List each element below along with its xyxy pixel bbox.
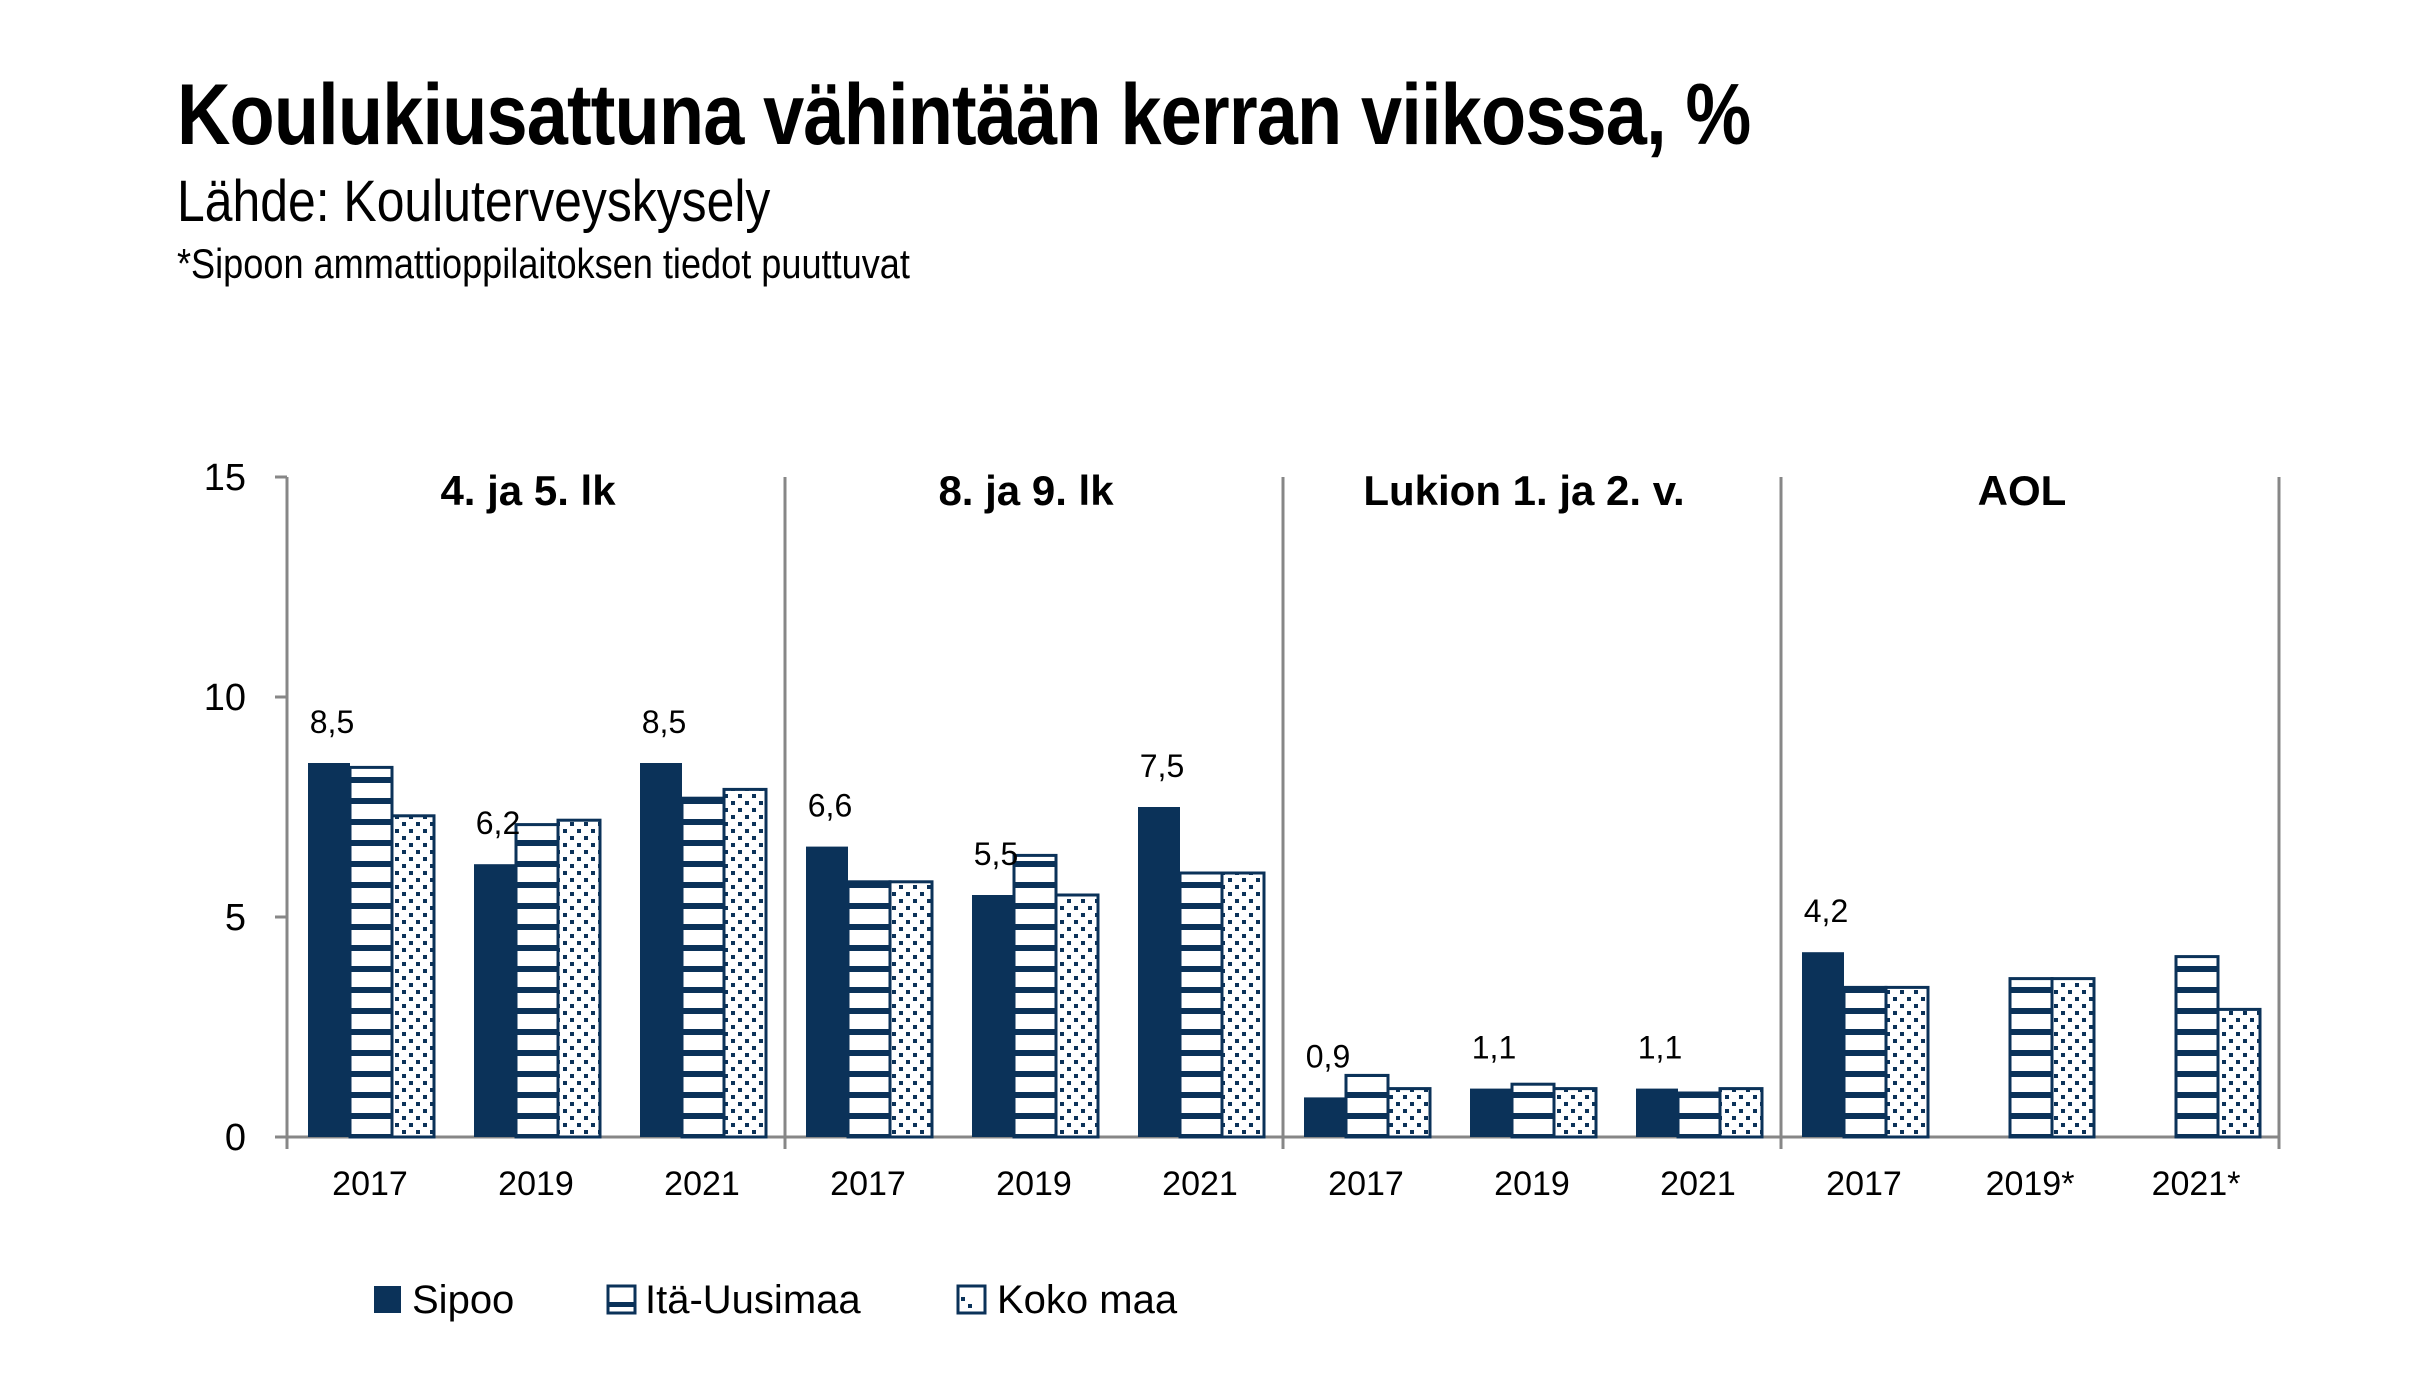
data-label: 8,5 <box>642 704 686 740</box>
bar-sipoo <box>1304 1097 1346 1137</box>
x-tick-label: 2017 <box>1826 1165 1902 1203</box>
bar-koko-maa <box>390 814 436 1139</box>
group-label: 8. ja 9. lk <box>938 467 1114 514</box>
bar-it-uusimaa <box>1510 1082 1556 1139</box>
y-tick-label: 10 <box>204 677 246 719</box>
group-label: Lukion 1. ja 2. v. <box>1363 467 1684 514</box>
bar-koko-maa <box>1220 871 1266 1139</box>
bar-koko-maa <box>1884 985 1930 1139</box>
x-tick-label: 2019 <box>498 1165 574 1203</box>
y-tick-label: 15 <box>204 457 246 499</box>
bar-sipoo <box>1138 807 1180 1137</box>
bar-sipoo <box>1636 1088 1678 1137</box>
x-tick-label: 2021* <box>2152 1165 2241 1203</box>
bar-sipoo <box>1470 1088 1512 1137</box>
x-tick-label: 2021 <box>1162 1165 1238 1203</box>
y-tick-label: 0 <box>225 1117 246 1159</box>
bar-sipoo <box>308 763 350 1137</box>
bars <box>308 763 2262 1139</box>
bar-koko-maa <box>556 818 602 1139</box>
data-label: 6,2 <box>476 805 520 841</box>
data-label: 4,2 <box>1804 893 1848 929</box>
legend-label-koko-maa: Koko maa <box>997 1278 1178 1322</box>
bar-it-uusimaa <box>1842 985 1888 1139</box>
x-tick-label: 2017 <box>830 1165 906 1203</box>
legend-swatch-sipoo <box>374 1286 401 1313</box>
bar-sipoo <box>1802 952 1844 1137</box>
chart-subtitle: Lähde: Kouluterveyskysely <box>177 169 771 234</box>
x-tick-label: 2017 <box>1328 1165 1404 1203</box>
legend-label-sipoo: Sipoo <box>412 1278 514 1322</box>
bar-koko-maa <box>1552 1087 1598 1139</box>
x-tick-label: 2017 <box>332 1165 408 1203</box>
x-tick-label: 2019* <box>1986 1165 2075 1203</box>
data-label: 1,1 <box>1472 1030 1516 1066</box>
legend: Sipoo Itä-Uusimaa Koko maa <box>374 1278 1178 1322</box>
x-tick-label: 2019 <box>1494 1165 1570 1203</box>
bar-it-uusimaa <box>2174 955 2220 1139</box>
y-tick-label: 5 <box>225 897 246 939</box>
legend-swatch-koko-maa <box>956 1284 987 1315</box>
chart-title: Koulukiusattuna vähintään kerran viikoss… <box>177 67 1751 163</box>
data-label: 6,6 <box>808 788 852 824</box>
bar-it-uusimaa <box>514 823 560 1139</box>
bar-sipoo <box>474 864 516 1137</box>
bar-it-uusimaa <box>1178 871 1224 1139</box>
bar-it-uusimaa <box>846 880 892 1139</box>
data-label: 0,9 <box>1306 1038 1350 1074</box>
bar-koko-maa <box>1054 893 1100 1139</box>
legend-swatch-it-uusimaa <box>606 1284 637 1315</box>
x-tick-label: 2021 <box>664 1165 740 1203</box>
legend-label-it-uusimaa: Itä-Uusimaa <box>645 1278 861 1322</box>
bar-koko-maa <box>722 787 768 1139</box>
bar-it-uusimaa <box>1676 1091 1722 1139</box>
labels: 4. ja 5. lk 2017 8,5 2019 6,2 2021 8,5 8. ja 9.… <box>310 467 2241 1203</box>
data-label: 7,5 <box>1140 748 1184 784</box>
bar-koko-maa <box>888 880 934 1139</box>
bar-it-uusimaa <box>1012 853 1058 1139</box>
bar-koko-maa <box>2216 1007 2262 1139</box>
data-label: 5,5 <box>974 836 1018 872</box>
bar-koko-maa <box>1386 1087 1432 1139</box>
group-label: AOL <box>1978 467 2067 514</box>
x-tick-label: 2021 <box>1660 1165 1736 1203</box>
data-label: 1,1 <box>1638 1030 1682 1066</box>
bar-sipoo <box>806 846 848 1137</box>
bar-koko-maa <box>2050 977 2096 1139</box>
x-tick-label: 2019 <box>996 1165 1072 1203</box>
bar-sipoo <box>640 763 682 1137</box>
chart-footnote: *Sipoon ammattioppilaitoksen tiedot puut… <box>177 240 910 287</box>
data-label: 8,5 <box>310 704 354 740</box>
bar-it-uusimaa <box>348 765 394 1139</box>
bar-it-uusimaa <box>680 796 726 1139</box>
bar-it-uusimaa <box>2008 977 2054 1139</box>
bar-it-uusimaa <box>1344 1073 1390 1139</box>
axes: 0 5 10 15 <box>204 457 2281 1159</box>
bar-koko-maa <box>1718 1087 1764 1139</box>
group-label: 4. ja 5. lk <box>440 467 616 514</box>
bar-sipoo <box>972 895 1014 1137</box>
